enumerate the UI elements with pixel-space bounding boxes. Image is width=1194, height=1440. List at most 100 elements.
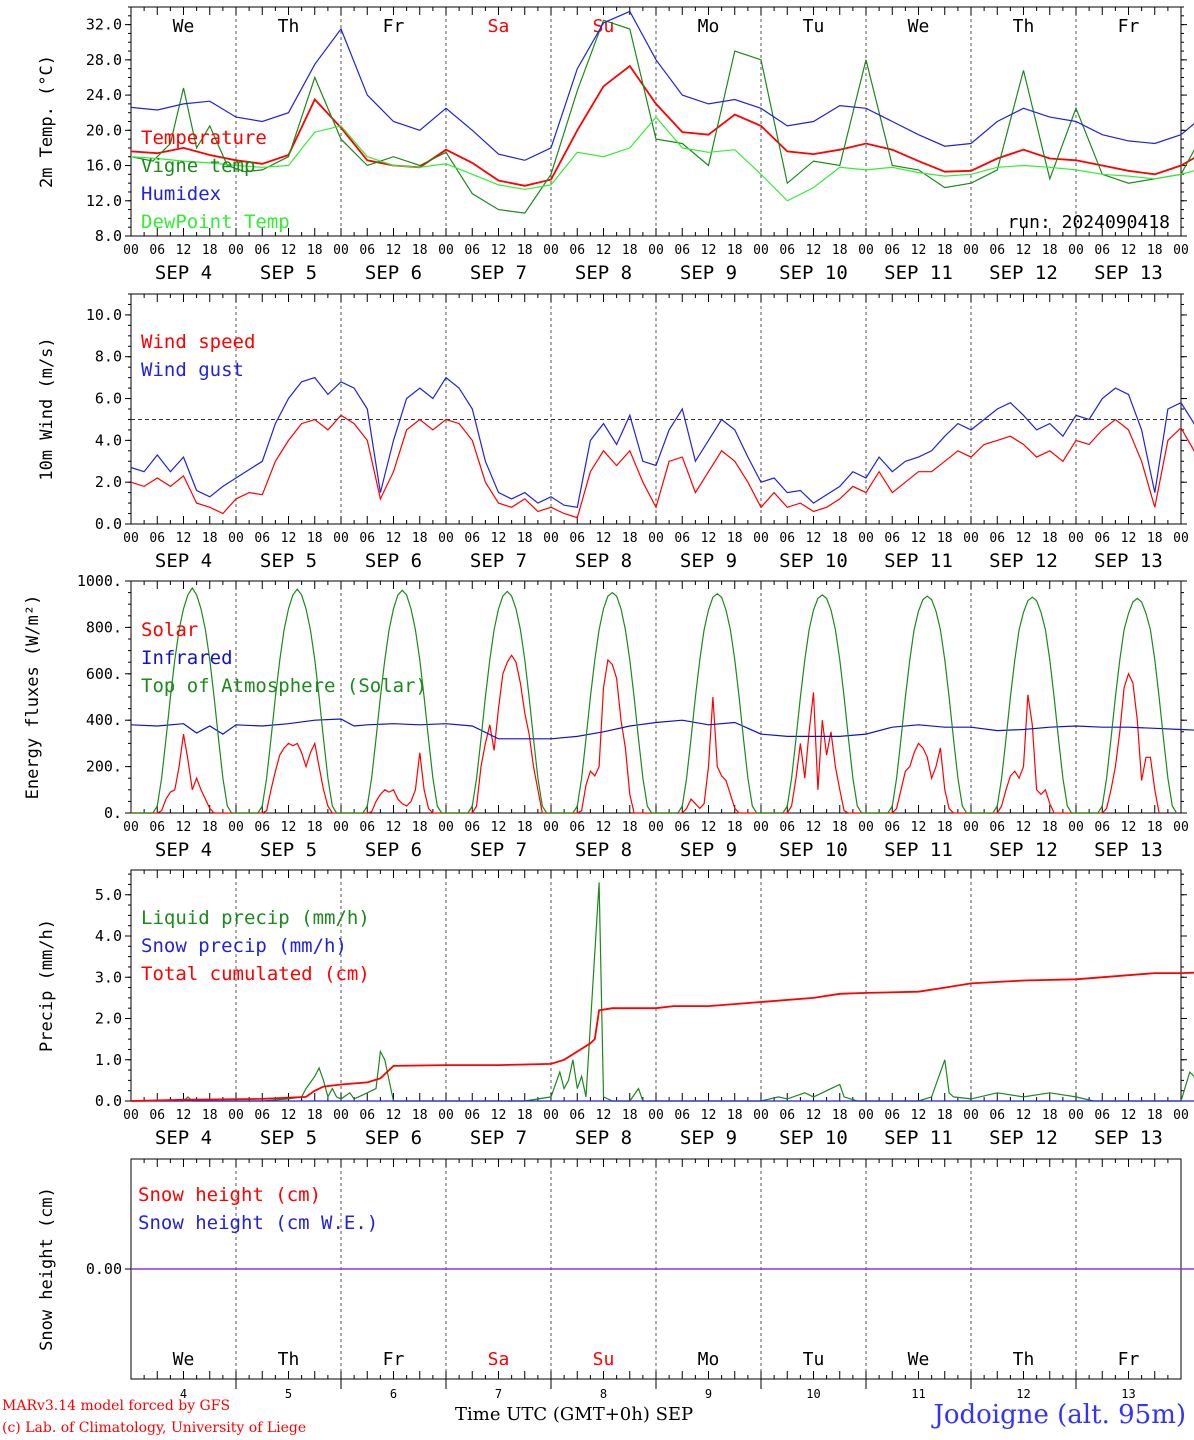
hour-tick-label: 12	[1121, 1108, 1137, 1123]
hour-tick-label: 06	[464, 820, 480, 835]
hour-tick-label: 12	[1016, 820, 1032, 835]
y-axis-title: 10m Wind (m/s)	[37, 337, 57, 480]
date-label: SEP 7	[470, 1127, 527, 1149]
hour-tick-label: 00	[648, 1108, 664, 1123]
hour-tick-label: 00	[963, 1108, 979, 1123]
date-label: SEP 12	[989, 1127, 1058, 1149]
y-tick-label: 4.0	[95, 927, 122, 945]
date-label: SEP 9	[680, 839, 737, 861]
hour-tick-label: 12	[911, 531, 927, 546]
date-label: SEP 5	[260, 1127, 317, 1149]
hour-tick-label: 00	[123, 243, 139, 258]
hour-tick-label: 06	[779, 1108, 795, 1123]
hour-tick-label: 00	[1173, 243, 1189, 258]
hour-tick-label: 06	[569, 1108, 585, 1123]
y-tick-label: 32.0	[86, 16, 122, 34]
hour-tick-label: 12	[281, 243, 297, 258]
legend-entry: Temperature	[141, 127, 267, 149]
hour-tick-label: 18	[622, 1108, 638, 1123]
hour-tick-label: 06	[464, 531, 480, 546]
hour-tick-label: 18	[517, 531, 533, 546]
hour-tick-label: 12	[1016, 243, 1032, 258]
y-tick-label: 0.0	[95, 515, 122, 533]
weekday-label: Sa	[488, 16, 510, 37]
hour-tick-label: 18	[202, 243, 218, 258]
weekday-label: Th	[278, 16, 300, 37]
y-tick-label: 1000.	[77, 572, 122, 590]
footer-date-label: 4	[180, 1387, 187, 1401]
series-line-total-cumulated-cm	[130, 971, 1194, 1102]
hour-tick-label: 18	[412, 820, 428, 835]
hour-tick-label: 00	[333, 820, 349, 835]
hour-tick-label: 00	[858, 1108, 874, 1123]
hour-tick-label: 06	[884, 243, 900, 258]
hour-tick-label: 18	[517, 1108, 533, 1123]
hour-tick-label: 12	[596, 531, 612, 546]
series-line-wind-gust	[130, 376, 1194, 508]
footer-date-label: 12	[1016, 1387, 1030, 1401]
hour-tick-label: 06	[149, 820, 165, 835]
weekday-label: We	[173, 16, 195, 37]
hour-tick-label: 06	[989, 820, 1005, 835]
hour-tick-label: 00	[123, 820, 139, 835]
hour-tick-label: 18	[727, 820, 743, 835]
hour-tick-label: 00	[123, 531, 139, 546]
hour-tick-label: 06	[359, 1108, 375, 1123]
hour-tick-label: 00	[438, 820, 454, 835]
weekday-label: We	[908, 1349, 930, 1370]
date-label: SEP 11	[884, 839, 953, 861]
series-line-top-of-atmosphere-solar	[131, 586, 1178, 814]
y-tick-label: 3.0	[95, 968, 122, 986]
hour-tick-label: 00	[438, 1108, 454, 1123]
y-tick-label: 8.0	[95, 227, 122, 245]
panel-2: 0.0 2.0 4.0 6.0 8.0 10.0 10m Wind (m/s) 00 06 12 1…	[37, 293, 1194, 572]
date-label: SEP 10	[779, 262, 848, 284]
weekday-label: Tu	[803, 1349, 825, 1370]
hour-tick-label: 12	[281, 820, 297, 835]
date-label: SEP 5	[260, 839, 317, 861]
panel-4: 0.0 1.0 2.0 3.0 4.0 5.0 Precip (mm/h) 00 06 12 18 0…	[37, 869, 1194, 1149]
y-axis-title: Snow height (cm)	[37, 1187, 57, 1351]
hour-tick-label: 00	[648, 531, 664, 546]
hour-tick-label: 18	[937, 243, 953, 258]
hour-tick-label: 12	[176, 820, 192, 835]
y-tick-label: 16.0	[86, 157, 122, 175]
hour-tick-label: 00	[1173, 820, 1189, 835]
date-label: SEP 9	[680, 1127, 737, 1149]
hour-tick-label: 12	[701, 243, 717, 258]
footer-date-label: 7	[495, 1387, 502, 1401]
weekday-label: Sa	[488, 1349, 510, 1370]
date-label: SEP 13	[1094, 262, 1163, 284]
date-label: SEP 13	[1094, 550, 1163, 572]
date-label: SEP 8	[575, 550, 632, 572]
hour-tick-label: 12	[806, 243, 822, 258]
y-tick-label: 2.0	[95, 1010, 122, 1028]
hour-tick-label: 06	[569, 820, 585, 835]
y-tick-label: 20.0	[86, 121, 122, 139]
date-label: SEP 6	[365, 839, 422, 861]
legend-entry: Vigne temp	[141, 155, 255, 177]
legend-entry: DewPoint Temp	[141, 211, 290, 233]
hour-tick-label: 00	[648, 820, 664, 835]
weekday-label: Su	[593, 1349, 615, 1370]
hour-tick-label: 00	[858, 243, 874, 258]
y-tick-label: 600.	[86, 665, 122, 683]
hour-tick-label: 06	[989, 243, 1005, 258]
hour-tick-label: 00	[858, 531, 874, 546]
weekday-label: Fr	[383, 16, 405, 37]
date-label: SEP 6	[365, 1127, 422, 1149]
hour-tick-label: 12	[701, 1108, 717, 1123]
station-name: Jodoigne (alt. 95m)	[933, 1400, 1186, 1430]
y-axis-title: 2m Temp. (°C)	[37, 55, 57, 188]
hour-tick-label: 06	[254, 243, 270, 258]
hour-tick-label: 06	[1094, 820, 1110, 835]
hour-tick-label: 18	[517, 820, 533, 835]
weekday-label: Fr	[1118, 1349, 1140, 1370]
hour-tick-label: 06	[884, 531, 900, 546]
date-label: SEP 11	[884, 1127, 953, 1149]
y-tick-label: 0.0	[95, 1092, 122, 1110]
y-tick-label: 800.	[86, 618, 122, 636]
lab-credit: (c) Lab. of Climatology, University of L…	[2, 1420, 307, 1436]
legend-entry: Snow height (cm W.E.)	[138, 1212, 378, 1234]
hour-tick-label: 00	[963, 820, 979, 835]
